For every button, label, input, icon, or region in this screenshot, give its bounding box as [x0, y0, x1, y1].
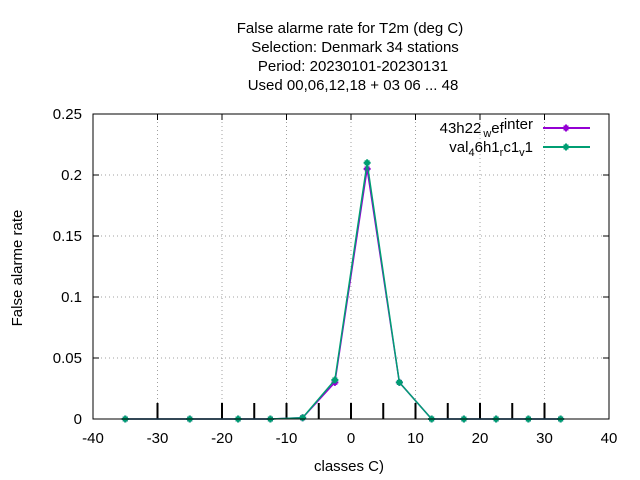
x-tick-label: -20 — [211, 430, 233, 447]
y-tick-label: 0 — [74, 411, 82, 428]
data-point — [331, 376, 339, 384]
y-tick-label: 0.15 — [53, 228, 82, 245]
x-tick-label: -10 — [276, 430, 298, 447]
y-axis-label: False alarme rate — [9, 210, 26, 327]
series-line — [125, 168, 561, 420]
x-tick-label: 40 — [601, 430, 618, 447]
series-2 — [121, 159, 565, 423]
y-tick-labels: 0 0.05 0.1 0.15 0.2 0.25 — [53, 106, 82, 428]
y-tick-label: 0.05 — [53, 350, 82, 367]
title-line-3: Period: 20230101-20230131 — [258, 58, 448, 75]
legend-marker-series-2 — [562, 143, 570, 151]
legend-label-series-2: val46h1rc1v1 — [449, 139, 533, 159]
y-tick-label: 0.2 — [61, 167, 82, 184]
title-line-2: Selection: Denmark 34 stations — [251, 39, 459, 56]
data-point — [299, 414, 307, 422]
x-tick-labels: -40 -30 -20 -10 0 10 20 30 40 — [82, 430, 617, 447]
x-tick-label: 10 — [407, 430, 424, 447]
x-tick-label: 30 — [536, 430, 553, 447]
data-point — [363, 159, 371, 167]
marker-box — [364, 166, 370, 172]
y-tick-label: 0.1 — [61, 289, 82, 306]
class-marks — [156, 403, 546, 419]
marker-box — [563, 125, 569, 131]
marker-box — [300, 415, 306, 421]
marker-box — [396, 379, 402, 385]
x-tick-label: 0 — [347, 430, 355, 447]
series-1 — [121, 165, 565, 423]
x-tick-label: 20 — [472, 430, 489, 447]
marker-box — [563, 144, 569, 150]
marker-box — [364, 160, 370, 166]
legend-point — [562, 124, 570, 132]
marker-box — [332, 377, 338, 383]
series-layer — [121, 159, 565, 423]
y-tick-label: 0.25 — [53, 106, 82, 123]
title-line-4: Used 00,06,12,18 + 03 06 ... 48 — [248, 77, 459, 94]
data-point — [395, 378, 403, 386]
x-axis-label: classes C) — [314, 458, 384, 475]
legend-point — [562, 143, 570, 151]
plot-frame — [92, 113, 610, 420]
title-line-1: False alarme rate for T2m (deg C) — [237, 20, 463, 37]
series-line — [125, 162, 561, 420]
legend-marker-series-1 — [562, 124, 570, 132]
x-tick-label: -40 — [82, 430, 104, 447]
chart-title: False alarme rate for T2m (deg C) Select… — [237, 20, 463, 94]
legend: 43h22 wefinter val46h1rc1v1 — [440, 116, 590, 159]
x-tick-label: -30 — [147, 430, 169, 447]
legend-label-series-1: 43h22 wefinter — [440, 116, 533, 140]
